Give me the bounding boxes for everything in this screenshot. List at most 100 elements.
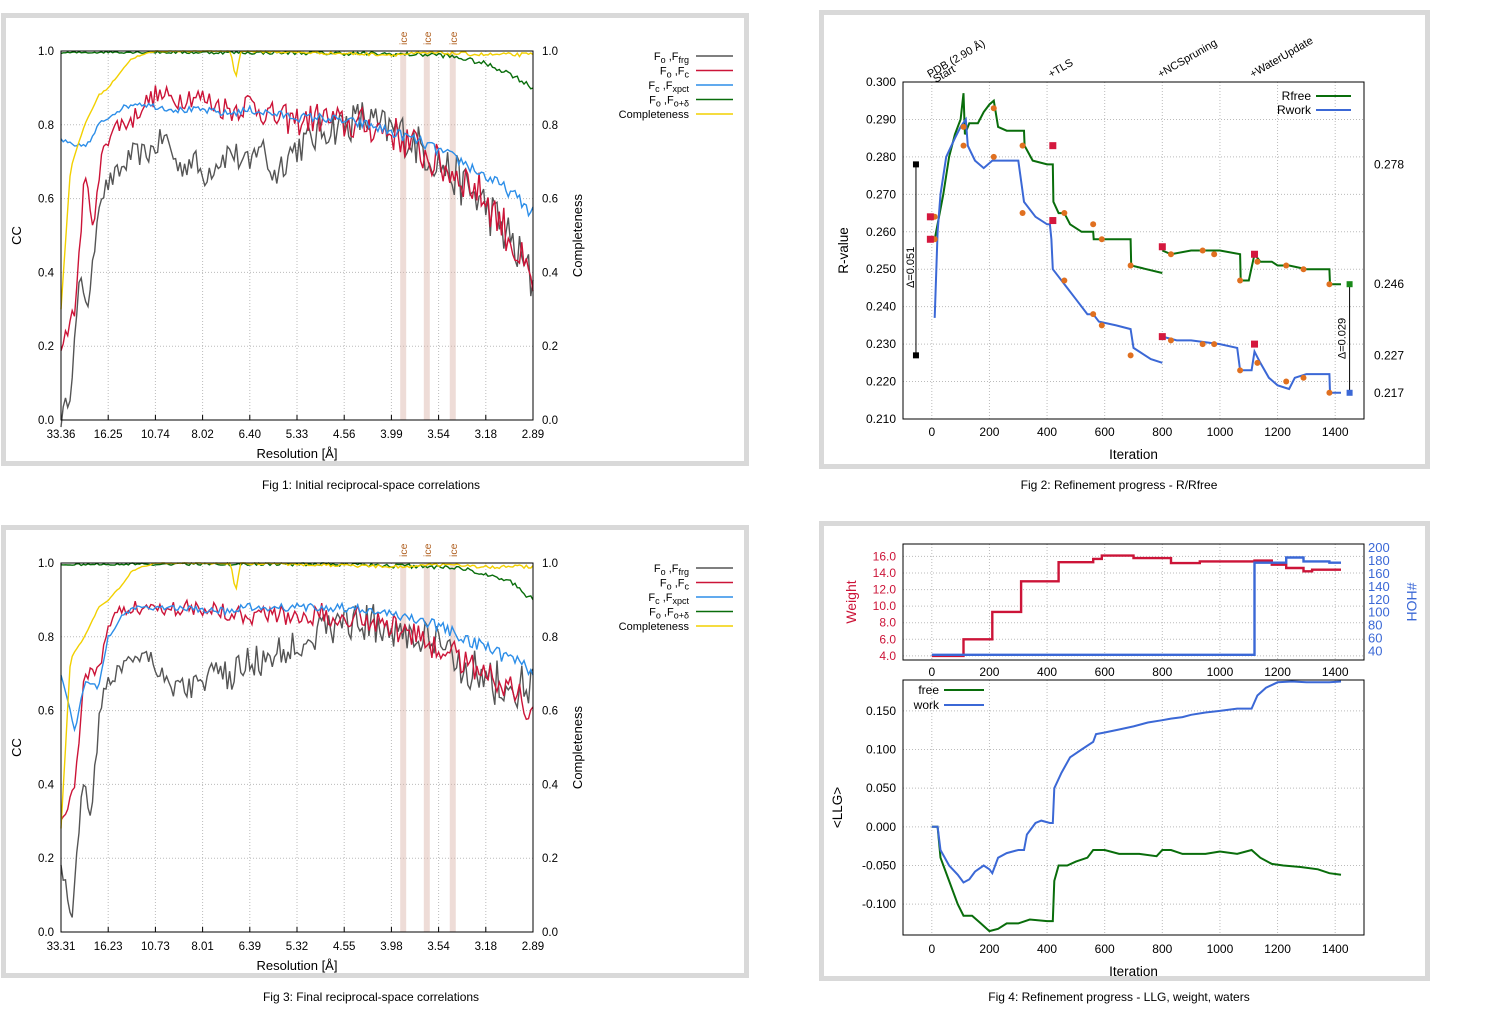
x-tick-label: 5.32 <box>286 941 308 953</box>
y2-tick-label: 140 <box>1368 579 1390 594</box>
x-tick-label: 1000 <box>1207 665 1234 679</box>
plot-frame-bottom <box>902 679 1365 936</box>
x-tick-label: 16.25 <box>94 429 123 441</box>
x-tick-label: 1200 <box>1264 425 1291 439</box>
y2-tick-label: 0.2 <box>542 341 558 353</box>
fig2-caption: Fig 2: Refinement progress - R/Rfree <box>1020 478 1218 492</box>
y-tick-label: 0.6 <box>38 706 54 718</box>
right-value-label: 0.227 <box>1374 348 1404 362</box>
y2-tick-label: 0.2 <box>542 853 558 865</box>
series-line-work <box>931 680 1342 884</box>
y2-tick-label: 1.0 <box>542 46 558 58</box>
y-tick-label: 0.2 <box>38 853 54 865</box>
x-tick-label: 0 <box>928 665 935 679</box>
y2-tick-label: 1.0 <box>542 558 558 570</box>
y2-tick-label: 0.8 <box>542 120 558 132</box>
series-line-#HOH <box>931 556 1341 657</box>
y-tick-label: 0.230 <box>866 337 896 351</box>
ice-band <box>449 563 456 932</box>
y-tick-label: 0.000 <box>866 820 896 834</box>
x-tick-label: 400 <box>1037 942 1057 956</box>
fig2-chart: 0 200 400 600 800 1000 1200 1400 0.210 0.220 0.230… <box>836 35 1404 462</box>
fig1-panel: 33.36 16.25 10.74 8.02 6.40 5.33 4.56 3.99 3.54 3… <box>1 13 749 466</box>
x-tick-label: 1200 <box>1264 942 1291 956</box>
y-tick-label: 12.0 <box>873 583 897 597</box>
y-tick-label: 0.300 <box>866 75 896 89</box>
y-tick-label: 0.210 <box>866 412 896 426</box>
y-tick-label: 10.0 <box>873 599 897 613</box>
marker-dot <box>1019 210 1026 217</box>
x-tick-label: 3.54 <box>427 941 450 953</box>
marker-dot <box>960 123 967 130</box>
legend-label-0: free <box>918 683 939 697</box>
x-axis-label: Iteration <box>1109 964 1158 976</box>
x-tick-label: 3.18 <box>475 941 497 953</box>
marker-square <box>1158 243 1166 251</box>
legend-label-0: Fo ,Ffrg <box>654 51 689 65</box>
marker-dot <box>1127 352 1134 359</box>
marker-dot <box>1237 367 1244 374</box>
series-line-4 <box>60 50 534 310</box>
y-axis-label: R-value <box>836 227 851 274</box>
x-tick-label: 4.55 <box>333 941 355 953</box>
fig4-caption: Fig 4: Refinement progress - LLG, weight… <box>988 990 1250 1004</box>
y-tick-label: 0.220 <box>866 375 896 389</box>
y-tick-label: 0.0 <box>38 927 54 939</box>
y2-tick-label: 0.4 <box>542 267 559 279</box>
ice-label: ice <box>448 31 460 45</box>
y-tick-label: 0.8 <box>38 120 54 132</box>
y2-tick-label: 80 <box>1368 618 1382 633</box>
y-tick-label: -0.050 <box>862 858 896 872</box>
marker-dot <box>1199 247 1206 254</box>
x-tick-label: 1000 <box>1207 425 1234 439</box>
legend-label-1: Fo ,Fc <box>660 66 690 80</box>
x-tick-label: 600 <box>1095 425 1115 439</box>
legend-label-0: Rfree <box>1282 89 1312 103</box>
x-tick-label: 400 <box>1037 665 1057 679</box>
fig2-panel: 0 200 400 600 800 1000 1200 1400 0.210 0.220 0.230… <box>819 10 1430 469</box>
x-tick-label: 16.23 <box>94 941 123 953</box>
marker-dot <box>1283 262 1290 269</box>
y-tick-label: 8.0 <box>879 616 896 630</box>
legend-label-1: work <box>913 698 940 712</box>
weight-axis-label: Weight <box>843 580 859 623</box>
fig4-chart: 0 200 400 600 800 1000 1200 14004.06.08.010.012… <box>830 540 1420 976</box>
marker-dot <box>1300 266 1307 273</box>
series-line-1 <box>60 598 534 821</box>
y-tick-label: 0.2 <box>38 341 54 353</box>
marker-dot <box>1098 236 1105 243</box>
x-tick-label: 600 <box>1095 665 1115 679</box>
marker-dot <box>1283 378 1290 385</box>
y2-tick-label: 0.8 <box>542 632 558 644</box>
marker-dot <box>990 105 997 112</box>
fig1-caption: Fig 1: Initial reciprocal-space correlat… <box>261 478 481 492</box>
right-value-label: 0.278 <box>1374 157 1404 171</box>
y-tick-label: 0.250 <box>866 262 896 276</box>
y-tick-label: 0.4 <box>38 267 55 279</box>
y-tick-label: 0.240 <box>866 300 896 314</box>
ice-label: ice <box>422 543 434 557</box>
marker-square <box>1251 250 1259 258</box>
y-tick-label: 0.150 <box>866 704 896 718</box>
plot-frame <box>60 562 534 933</box>
marker-square <box>1158 333 1166 341</box>
y-tick-label: 0.260 <box>866 225 896 239</box>
marker-dot <box>1167 251 1174 258</box>
plot-frame <box>60 50 534 421</box>
series-line-0 <box>933 93 1163 274</box>
y2-axis-label: Completeness <box>570 193 585 277</box>
y-tick-label: -0.100 <box>862 897 896 911</box>
y-tick-label: 0.050 <box>866 781 896 795</box>
series-line-Weight <box>931 554 1341 658</box>
series-line-3 <box>60 562 534 601</box>
series-line-2 <box>60 102 534 218</box>
x-tick-label: 33.31 <box>47 941 76 953</box>
marker-dot <box>1211 251 1218 258</box>
marker-dot <box>1098 322 1105 329</box>
y2-tick-label: 160 <box>1368 566 1390 581</box>
x-tick-label: 0 <box>928 942 935 956</box>
series-line-2 <box>60 601 534 733</box>
delta-left-label: Δ=0.051 <box>905 247 917 288</box>
ice-label: ice <box>448 543 460 557</box>
series-line-1 <box>60 84 534 352</box>
